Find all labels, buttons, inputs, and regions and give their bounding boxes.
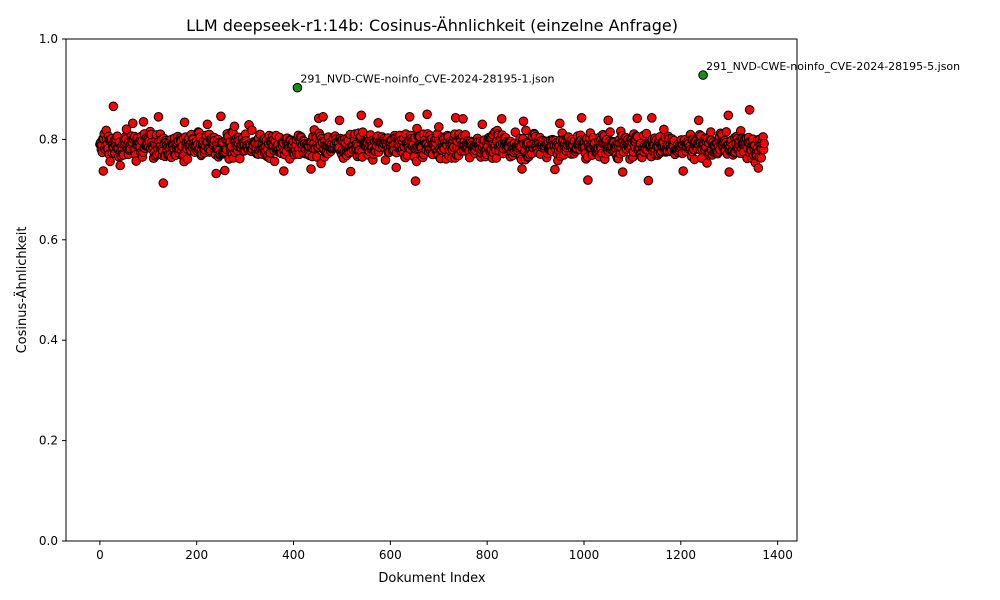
- data-point: [693, 115, 704, 126]
- x-tick-label: 1200: [666, 548, 697, 562]
- data-point: [269, 156, 280, 167]
- data-point: [334, 115, 345, 126]
- data-point: [605, 127, 615, 137]
- data-point: [603, 115, 614, 126]
- data-point: [391, 162, 402, 173]
- data-point: [521, 125, 531, 136]
- x-tick-label: 200: [185, 548, 208, 562]
- point-annotation: 291_NVD-CWE-noinfo_CVE-2024-28195-5.json: [706, 60, 960, 73]
- y-tick-label: 0.2: [39, 434, 58, 448]
- data-point: [404, 112, 415, 122]
- x-tick-label: 800: [476, 548, 499, 562]
- data-point: [496, 114, 507, 124]
- data-point: [115, 160, 125, 171]
- data-point: [220, 165, 230, 176]
- y-tick-label: 0.6: [39, 233, 58, 247]
- chart-title: LLM deepseek-r1:14b: Cosinus-Ähnlichkeit…: [186, 16, 678, 35]
- data-point: [121, 124, 132, 134]
- data-point: [373, 118, 384, 128]
- x-axis: 0 200 400 600 800 1000 1200 1400: [96, 541, 793, 562]
- highlighted-point: [698, 70, 708, 80]
- data-point: [158, 178, 169, 188]
- data-point: [279, 166, 289, 176]
- data-point: [721, 127, 732, 137]
- data-point: [583, 175, 593, 185]
- data-point: [202, 119, 213, 130]
- data-point: [128, 118, 138, 129]
- data-point: [756, 153, 767, 163]
- y-axis-label: Cosinus-Ähnlichkeit: [14, 227, 30, 354]
- plot-points: [95, 70, 769, 188]
- point-annotation: 291_NVD-CWE-noinfo_CVE-2024-28195-1.json: [300, 73, 554, 86]
- x-tick-label: 1400: [762, 548, 793, 562]
- data-point: [105, 156, 115, 167]
- data-point: [753, 163, 764, 173]
- data-point: [555, 118, 565, 129]
- data-point: [434, 122, 444, 132]
- y-tick-label: 0.8: [39, 132, 58, 146]
- data-point: [702, 158, 712, 168]
- data-point: [518, 116, 529, 127]
- data-point: [98, 166, 109, 176]
- data-point: [247, 125, 257, 135]
- data-point: [643, 175, 654, 186]
- data-point: [678, 166, 689, 176]
- x-tick-label: 400: [282, 548, 305, 562]
- x-tick-label: 1000: [569, 548, 600, 562]
- data-point: [422, 109, 432, 120]
- data-point: [706, 127, 716, 137]
- data-point: [182, 154, 193, 164]
- data-point: [724, 167, 735, 177]
- y-tick-label: 0.4: [39, 333, 58, 347]
- data-point: [517, 164, 527, 174]
- y-tick-label: 0.0: [39, 534, 58, 548]
- data-point: [723, 110, 734, 121]
- data-point: [759, 138, 769, 149]
- data-point: [477, 119, 488, 130]
- x-tick-label: 600: [379, 548, 402, 562]
- highlighted-point: [292, 82, 303, 93]
- annotations: 291_NVD-CWE-noinfo_CVE-2024-28195-1.json…: [300, 60, 960, 86]
- data-point: [550, 164, 560, 175]
- data-point: [632, 113, 643, 124]
- data-point: [108, 101, 119, 112]
- data-point: [216, 111, 226, 122]
- y-axis: 0.0 0.2 0.4 0.6 0.8 1.0: [39, 32, 66, 548]
- plot-frame: [65, 38, 798, 542]
- data-point: [179, 117, 190, 128]
- data-point: [235, 153, 245, 164]
- data-point: [744, 105, 755, 115]
- data-point: [211, 168, 221, 179]
- x-axis-label: Dokument Index: [378, 571, 486, 586]
- data-point: [345, 166, 356, 177]
- y-tick-label: 1.0: [39, 32, 58, 46]
- data-point: [318, 112, 328, 122]
- data-point: [306, 164, 316, 174]
- data-point: [356, 110, 367, 121]
- data-point: [410, 176, 421, 186]
- data-point: [576, 113, 587, 123]
- x-tick-label: 0: [96, 548, 104, 562]
- data-point: [229, 121, 240, 132]
- data-point: [647, 113, 657, 123]
- data-point: [138, 117, 149, 127]
- data-point: [641, 128, 652, 139]
- data-point: [510, 127, 521, 137]
- data-point: [458, 114, 468, 124]
- data-point: [153, 112, 164, 122]
- data-point: [617, 167, 628, 177]
